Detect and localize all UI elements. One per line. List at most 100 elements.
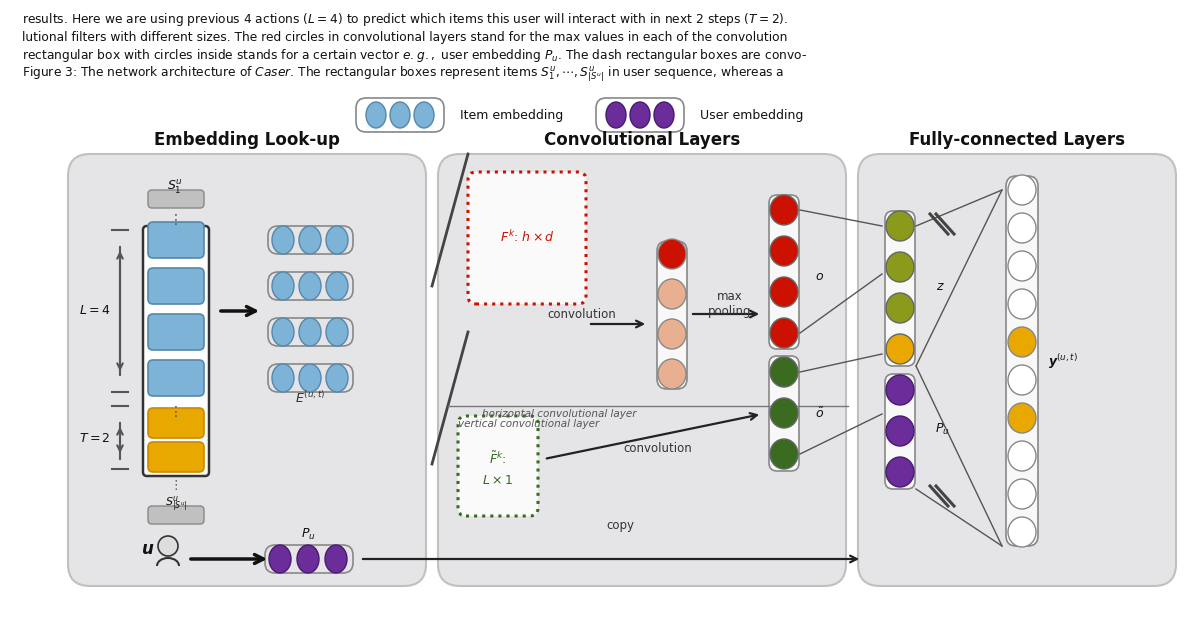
Ellipse shape xyxy=(326,272,347,300)
Text: $\tilde{F}^k$:: $\tilde{F}^k$: xyxy=(489,451,507,467)
Text: $S_1^u$: $S_1^u$ xyxy=(167,178,183,196)
FancyBboxPatch shape xyxy=(468,172,586,304)
FancyBboxPatch shape xyxy=(149,408,204,438)
FancyBboxPatch shape xyxy=(356,98,444,132)
Ellipse shape xyxy=(272,272,294,300)
Ellipse shape xyxy=(887,416,914,446)
Text: User embedding: User embedding xyxy=(700,108,804,122)
Text: $L=4$: $L=4$ xyxy=(79,304,110,318)
Ellipse shape xyxy=(606,102,627,128)
Ellipse shape xyxy=(887,252,914,282)
FancyBboxPatch shape xyxy=(657,241,686,389)
Text: copy: copy xyxy=(606,519,634,533)
Ellipse shape xyxy=(1008,175,1036,205)
Ellipse shape xyxy=(300,272,321,300)
Text: horizontal convolutional layer: horizontal convolutional layer xyxy=(482,409,636,419)
Ellipse shape xyxy=(272,226,294,254)
Ellipse shape xyxy=(658,279,686,309)
Ellipse shape xyxy=(300,318,321,346)
Text: Embedding Look-up: Embedding Look-up xyxy=(155,131,340,149)
Text: Figure 3: The network architecture of $\mathit{Caser}$. The rectangular boxes re: Figure 3: The network architecture of $\… xyxy=(22,64,785,84)
Text: $o$: $o$ xyxy=(816,269,824,283)
FancyBboxPatch shape xyxy=(68,154,426,586)
Text: $L \times 1$: $L \times 1$ xyxy=(483,474,514,488)
Text: $P_u$: $P_u$ xyxy=(301,526,315,541)
FancyBboxPatch shape xyxy=(149,268,204,304)
Text: $z$: $z$ xyxy=(936,280,944,294)
Text: Fully-connected Layers: Fully-connected Layers xyxy=(909,131,1125,149)
FancyBboxPatch shape xyxy=(769,195,799,349)
FancyBboxPatch shape xyxy=(149,314,204,350)
Ellipse shape xyxy=(887,375,914,405)
Ellipse shape xyxy=(770,236,798,266)
Text: $\boldsymbol{y}^{(u,t)}$: $\boldsymbol{y}^{(u,t)}$ xyxy=(1048,353,1078,372)
Text: $P_u$: $P_u$ xyxy=(934,422,949,437)
Ellipse shape xyxy=(770,439,798,469)
Ellipse shape xyxy=(391,102,410,128)
Ellipse shape xyxy=(1008,479,1036,509)
FancyBboxPatch shape xyxy=(149,442,204,472)
Ellipse shape xyxy=(300,364,321,392)
Ellipse shape xyxy=(770,277,798,307)
Ellipse shape xyxy=(658,359,686,389)
Ellipse shape xyxy=(630,102,651,128)
Text: vertical convolutional layer: vertical convolutional layer xyxy=(458,419,599,429)
Ellipse shape xyxy=(1008,213,1036,243)
Ellipse shape xyxy=(658,239,686,269)
Ellipse shape xyxy=(1008,289,1036,319)
Text: Item embedding: Item embedding xyxy=(460,108,563,122)
Ellipse shape xyxy=(326,364,347,392)
Ellipse shape xyxy=(770,318,798,348)
Ellipse shape xyxy=(270,545,291,573)
FancyBboxPatch shape xyxy=(149,360,204,396)
Text: convolution: convolution xyxy=(624,443,692,455)
Ellipse shape xyxy=(272,318,294,346)
Ellipse shape xyxy=(770,357,798,387)
Ellipse shape xyxy=(770,398,798,428)
Text: ⋮: ⋮ xyxy=(169,213,183,227)
Text: ⋮: ⋮ xyxy=(169,405,183,419)
Text: rectangular box with circles inside stands for a certain vector $\mathit{e.g.,}$: rectangular box with circles inside stan… xyxy=(22,48,807,65)
Text: $S^u_{|S^u|}$: $S^u_{|S^u|}$ xyxy=(165,495,187,514)
Text: $E^{(u,t)}$: $E^{(u,t)}$ xyxy=(295,390,325,406)
Ellipse shape xyxy=(1008,365,1036,395)
Ellipse shape xyxy=(887,211,914,241)
Text: ⋮: ⋮ xyxy=(170,479,182,493)
Ellipse shape xyxy=(1008,441,1036,471)
Text: convolution: convolution xyxy=(547,307,617,321)
Ellipse shape xyxy=(297,545,319,573)
Text: $T=2$: $T=2$ xyxy=(79,432,110,444)
Ellipse shape xyxy=(415,102,434,128)
Text: Convolutional Layers: Convolutional Layers xyxy=(544,131,740,149)
Text: $\boldsymbol{u}$: $\boldsymbol{u}$ xyxy=(141,540,155,558)
Text: max
pooling: max pooling xyxy=(708,290,752,318)
Text: results. Here we are using previous 4 actions ($L = 4$) to predict which items t: results. Here we are using previous 4 ac… xyxy=(22,11,788,29)
Circle shape xyxy=(158,536,179,556)
Ellipse shape xyxy=(1008,327,1036,357)
FancyBboxPatch shape xyxy=(885,374,915,489)
Ellipse shape xyxy=(1008,403,1036,433)
Text: lutional filters with different sizes. The red circles in convolutional layers s: lutional filters with different sizes. T… xyxy=(22,32,787,44)
FancyBboxPatch shape xyxy=(769,356,799,471)
Ellipse shape xyxy=(770,195,798,225)
Ellipse shape xyxy=(300,226,321,254)
Ellipse shape xyxy=(367,102,386,128)
FancyBboxPatch shape xyxy=(1006,176,1037,546)
Text: $\boldsymbol{F^k}$: $h \times d$: $\boldsymbol{F^k}$: $h \times d$ xyxy=(500,229,555,245)
FancyBboxPatch shape xyxy=(438,154,846,586)
Ellipse shape xyxy=(887,293,914,323)
Ellipse shape xyxy=(887,457,914,487)
FancyBboxPatch shape xyxy=(595,98,684,132)
FancyBboxPatch shape xyxy=(149,190,204,208)
Ellipse shape xyxy=(887,334,914,364)
Ellipse shape xyxy=(654,102,674,128)
FancyBboxPatch shape xyxy=(458,416,538,516)
FancyBboxPatch shape xyxy=(885,211,915,366)
Ellipse shape xyxy=(1008,517,1036,547)
FancyBboxPatch shape xyxy=(858,154,1176,586)
Ellipse shape xyxy=(658,319,686,349)
Ellipse shape xyxy=(326,226,347,254)
Ellipse shape xyxy=(326,318,347,346)
FancyBboxPatch shape xyxy=(149,506,204,524)
FancyBboxPatch shape xyxy=(149,222,204,258)
